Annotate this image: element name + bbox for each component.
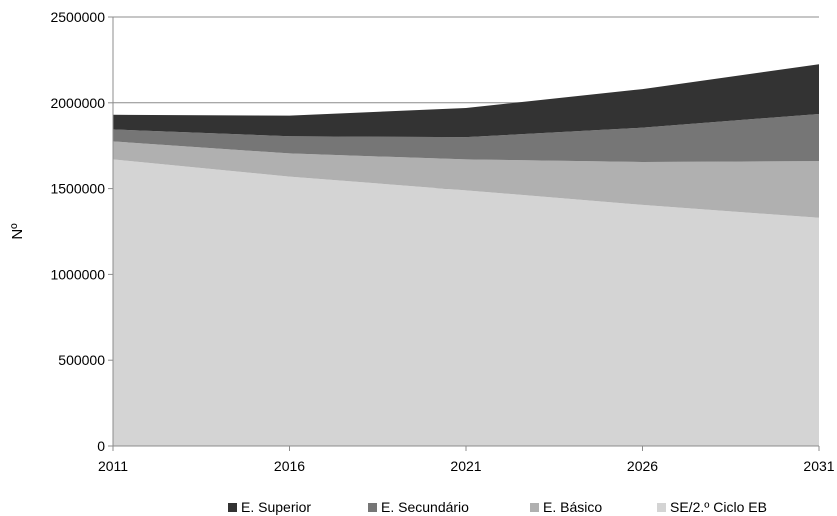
x-tick-labels: 2011 2016 2021 2026 2031 bbox=[98, 458, 835, 474]
area-series-1 bbox=[113, 141, 819, 218]
x-tick-label: 2031 bbox=[803, 458, 834, 474]
legend: E. Superior E. Secundário E. Básico SE/2.º … bbox=[228, 499, 767, 515]
legend-label: E. Básico bbox=[543, 499, 602, 515]
x-tick-label: 2026 bbox=[627, 458, 658, 474]
x-tick-label: 2016 bbox=[274, 458, 305, 474]
area-series bbox=[113, 64, 819, 447]
legend-swatch bbox=[228, 503, 237, 512]
y-tick-label: 500000 bbox=[58, 352, 105, 368]
x-tick-label: 2021 bbox=[450, 458, 481, 474]
legend-label: E. Superior bbox=[241, 499, 311, 515]
area-series-0 bbox=[113, 159, 819, 447]
legend-label: SE/2.º Ciclo EB bbox=[670, 499, 767, 515]
y-axis-title: Nº bbox=[9, 223, 26, 240]
legend-swatch bbox=[657, 503, 666, 512]
axes bbox=[108, 16, 820, 451]
area-series-2 bbox=[113, 113, 819, 163]
legend-swatch bbox=[530, 503, 539, 512]
legend-label: E. Secundário bbox=[381, 499, 469, 515]
y-tick-label: 0 bbox=[97, 438, 105, 454]
y-tick-labels: 0 500000 1000000 1500000 2000000 2500000 bbox=[50, 9, 105, 454]
area-series-3 bbox=[113, 64, 819, 138]
x-tick-label: 2011 bbox=[98, 458, 128, 474]
y-tick-label: 1000000 bbox=[50, 266, 105, 282]
y-tick-label: 2500000 bbox=[50, 9, 105, 25]
y-tick-label: 2000000 bbox=[50, 95, 105, 111]
y-tick-label: 1500000 bbox=[50, 181, 105, 197]
legend-swatch bbox=[368, 503, 377, 512]
